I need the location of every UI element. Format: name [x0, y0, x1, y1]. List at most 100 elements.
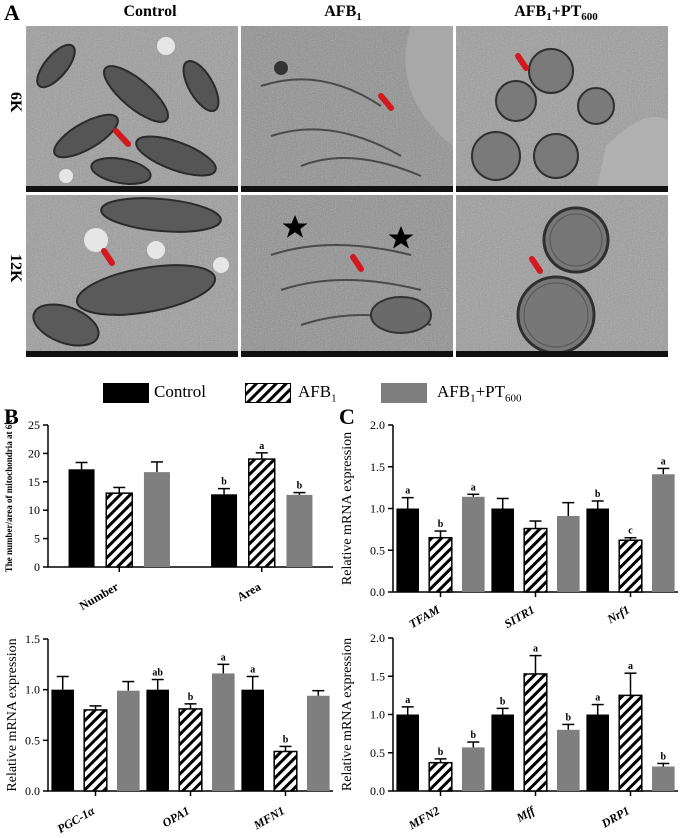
bar-afb1-pt600 — [651, 474, 675, 592]
legend-label-control: Control — [154, 382, 206, 401]
y-axis-label: Relative mRNA expression — [340, 638, 355, 791]
bar-afb1 — [248, 458, 276, 568]
y-tick-label: 20 — [28, 446, 40, 460]
chart-c-bottom-mrna: 0.0 0.5 1.0 1.5 2.0 Relative mRNA expression a… — [340, 631, 678, 833]
significance-letter: a — [221, 652, 226, 663]
micrograph-control-12k — [26, 195, 238, 357]
bar-control — [491, 714, 515, 791]
x-tick-label: Nrf1 — [604, 602, 632, 626]
y-tick-label: 1.5 — [25, 632, 40, 646]
bar-afb1-pt600 — [556, 516, 580, 592]
bar-afb1-pt600 — [651, 766, 675, 791]
y-tick-label: 1.5 — [370, 669, 385, 683]
significance-letter: b — [471, 730, 477, 741]
significance-letter: b — [438, 519, 444, 530]
y-tick-label: 0.0 — [370, 784, 385, 798]
bar-control — [396, 714, 420, 791]
significance-letter: b — [566, 712, 572, 723]
bar-control — [586, 508, 610, 592]
bar-control — [68, 469, 95, 567]
y-tick-label: 1.0 — [25, 683, 40, 697]
x-tick-label: Number — [77, 579, 122, 613]
x-tick-label: Mff — [513, 803, 538, 825]
significance-letter: b — [500, 696, 506, 707]
y-tick-label: 0.5 — [370, 746, 385, 760]
y-tick-label: 0 — [34, 560, 40, 574]
panel-label-b: B — [4, 404, 19, 429]
y-axis-label: Relative mRNA expression — [5, 638, 20, 791]
y-tick-label: 2.0 — [370, 631, 385, 645]
row-label-6k: 6K — [7, 92, 24, 113]
significance-letter: b — [297, 481, 303, 492]
bar-control — [241, 689, 265, 791]
bar-afb1-pt600 — [461, 496, 485, 592]
significance-letter: a — [250, 664, 255, 675]
significance-letter: a — [533, 644, 538, 655]
significance-letter: b — [221, 477, 227, 488]
significance-letter: a — [661, 456, 666, 467]
legend-label-afb1-pt600: AFB1+PT600 — [437, 382, 522, 405]
x-tick-label: DRP1 — [598, 803, 632, 831]
bar-control — [51, 689, 75, 791]
x-tick-label: Area — [235, 579, 264, 604]
y-axis-label: The number/area of mitochondria at 6k — [4, 420, 14, 573]
bar-control — [211, 494, 238, 567]
y-tick-label: 1.5 — [370, 460, 385, 474]
bar-afb1 — [428, 761, 453, 792]
bar-afb1 — [83, 709, 108, 792]
legend-swatch-control — [103, 383, 149, 403]
micrograph-afb1-12k — [241, 195, 453, 357]
y-tick-label: 10 — [28, 503, 40, 517]
bar-afb1-pt600 — [286, 494, 313, 567]
bar-afb1 — [523, 527, 548, 593]
significance-letter: a — [471, 482, 476, 493]
bar-afb1-pt600 — [116, 690, 140, 791]
significance-letter: b — [661, 751, 667, 762]
bar-afb1-pt600 — [461, 747, 485, 791]
x-tick-label: MFN2 — [405, 803, 442, 832]
panel-label-c: C — [339, 404, 355, 429]
bar-control — [396, 508, 420, 592]
y-tick-label: 0.5 — [370, 543, 385, 557]
y-tick-label: 1.0 — [370, 708, 385, 722]
micrograph-control-6k — [26, 26, 238, 192]
significance-letter: b — [283, 734, 289, 745]
bar-afb1 — [523, 673, 548, 792]
y-tick-label: 5 — [34, 532, 40, 546]
column-title-afb1: AFB1 — [324, 3, 362, 24]
significance-letter: b — [595, 489, 601, 500]
row-label-12k: 12K — [7, 254, 24, 283]
chart-mito-number-area: 0 5 10 15 20 25 The number/area of mitochondri… — [4, 418, 333, 613]
bar-afb1 — [618, 694, 643, 792]
column-title-afb1-pt600: AFB1+PT600 — [514, 3, 598, 24]
y-axis-label: Relative mRNA expression — [340, 432, 355, 585]
chart-b-mrna: 0.0 0.5 1.0 1.5 Relative mRNA expression PGC-… — [5, 632, 333, 836]
y-tick-label: 25 — [28, 418, 40, 432]
panel-label-a: A — [4, 0, 20, 25]
micrograph-afb1-pt600-12k — [456, 195, 668, 357]
bar-afb1 — [273, 750, 298, 792]
significance-letter: c — [628, 526, 633, 537]
x-tick-label: OPA1 — [160, 803, 192, 830]
significance-letter: ab — [152, 668, 163, 679]
significance-letter: a — [628, 661, 633, 672]
significance-letter: a — [405, 695, 410, 706]
y-tick-label: 15 — [28, 475, 40, 489]
x-tick-label: MFN1 — [250, 803, 287, 832]
bar-control — [491, 508, 515, 592]
x-tick-label: PGC-1α — [55, 803, 98, 836]
y-tick-label: 0.0 — [25, 784, 40, 798]
significance-letter: a — [595, 693, 600, 704]
chart-c-top-mrna: 0.0 0.5 1.0 1.5 2.0 Relative mRNA expression a… — [340, 418, 678, 630]
bar-afb1-pt600 — [306, 695, 330, 791]
y-tick-label: 0.5 — [25, 733, 40, 747]
bar-afb1-pt600 — [556, 729, 580, 791]
significance-letter: b — [438, 747, 444, 758]
micrograph-afb1-pt600-6k — [456, 26, 668, 192]
column-title-control: Control — [123, 3, 177, 20]
y-tick-label: 1.0 — [370, 502, 385, 516]
bar-afb1 — [618, 539, 643, 593]
bar-afb1 — [178, 708, 203, 792]
bar-control — [146, 689, 170, 791]
bar-control — [586, 714, 610, 791]
